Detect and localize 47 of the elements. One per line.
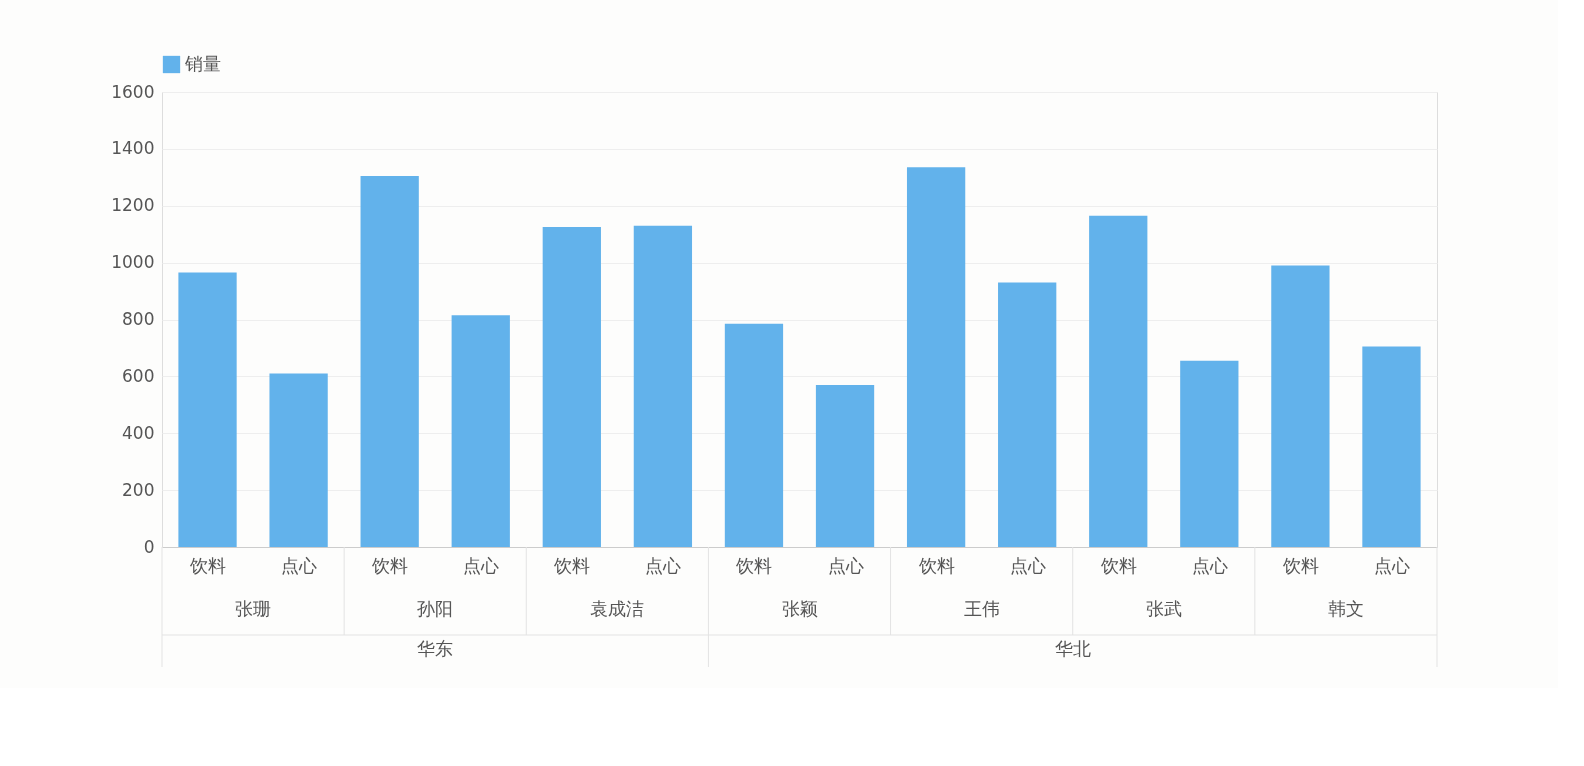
legend-label: 销量	[184, 52, 221, 74]
x-tick-label: 饮料	[189, 554, 227, 576]
bar	[1089, 215, 1148, 547]
x-tick-label: 饮料	[917, 554, 955, 576]
y-tick-label: 1400	[111, 138, 155, 159]
text: 华北	[1054, 638, 1091, 659]
x-tick-label: 饮料	[1099, 554, 1137, 576]
text: 张珊	[235, 598, 272, 619]
bar	[542, 227, 601, 547]
text: 韩文	[1327, 598, 1364, 619]
bar	[906, 167, 966, 547]
y-tick-label: 1200	[111, 195, 155, 216]
text: 王伟	[963, 598, 1000, 619]
bar	[360, 175, 419, 547]
x-tick-label: 点心	[281, 554, 318, 576]
x-tick-label: 饮料	[371, 554, 409, 576]
y-tick-label: 400	[122, 422, 155, 443]
y-tick-label: 600	[122, 365, 155, 386]
bar	[451, 315, 510, 547]
x-tick-label: 点心	[1009, 554, 1046, 576]
text: 华东	[417, 638, 454, 659]
y-tick-label: 0	[143, 536, 155, 557]
x-tick-label: 点心	[463, 554, 500, 576]
bar	[269, 373, 328, 547]
text: 孙阳	[417, 598, 454, 619]
bar	[815, 384, 875, 547]
x-tick-label: 点心	[827, 554, 864, 576]
bar	[998, 282, 1057, 547]
text: 袁成洁	[590, 598, 645, 619]
y-tick-label: 1000	[111, 252, 155, 273]
y-tick-label: 1600	[111, 81, 155, 102]
x-tick-label: 点心	[1191, 554, 1228, 576]
y-tick-label: 800	[122, 309, 155, 329]
x-tick-label: 饮料	[735, 554, 773, 576]
bar	[633, 225, 693, 547]
bar	[178, 272, 237, 547]
x-tick-label: 饮料	[1281, 554, 1319, 576]
text: 张颖	[781, 598, 818, 619]
bar	[1362, 346, 1421, 547]
bar	[1180, 360, 1239, 547]
bar	[724, 323, 784, 547]
x-tick-label: 点心	[1373, 554, 1410, 576]
y-tick-label: 200	[122, 479, 155, 500]
bar	[1271, 265, 1330, 547]
x-tick-label: 点心	[645, 554, 682, 576]
x-tick-label: 饮料	[553, 554, 591, 576]
text: 张武	[1145, 598, 1182, 619]
